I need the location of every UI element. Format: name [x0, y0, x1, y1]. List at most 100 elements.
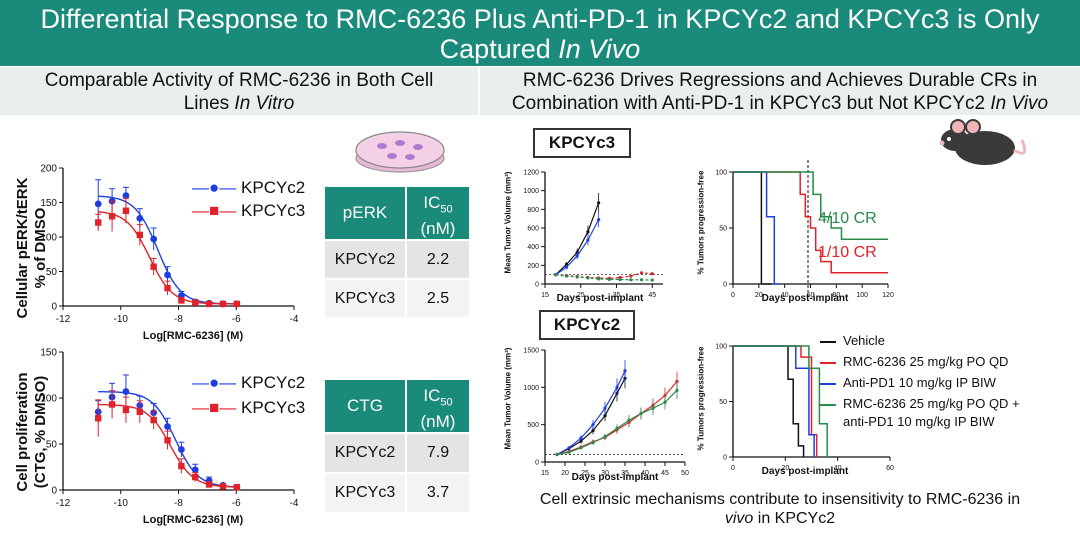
ctg-row-2-label: KPCYc3: [325, 474, 405, 512]
ctg-legend-kpcyc2: —●— KPCYc2: [192, 373, 305, 393]
kpcyc2-tumor-volume-series-3-point: [555, 452, 559, 457]
kpcyc3-tumor-volume-ytick-label-0: 0: [535, 281, 539, 288]
kpcyc2-pfs-xtick-label-2: 40: [834, 465, 842, 472]
kpcyc3-tv-xlabel: Days post-implant: [556, 293, 644, 304]
kpcyc3-pfs-ytick-label-1: 50: [719, 225, 727, 232]
ctg-dose-response-xtick-label-2: -8: [174, 498, 183, 509]
ctg-dose-response-kpcyc3-point: [192, 473, 199, 481]
kpcyc2-tumor-volume-series-3-point: [579, 446, 583, 450]
kpcyc3-tumor-volume-series-1-point: [629, 274, 633, 278]
footer-line-2-plain: in KPCYc2: [753, 510, 836, 527]
legend-rmc: RMC-6236 25 mg/kg PO QD: [820, 353, 1008, 371]
left-section-line-2-italic: In Vitro: [234, 93, 295, 114]
perk-table-header-ic50: IC50 (nM): [407, 187, 469, 239]
right-section-line-2-plain: Combination with Anti-PD-1 in KPCYc3 but…: [511, 93, 991, 114]
kpcyc3-tumor-volume-series-0-point: [575, 250, 579, 254]
kpcyc2-tumor-volume-series-0-point: [591, 429, 595, 433]
perk-legend-kpcyc3-marker: —■—: [192, 201, 237, 220]
ctg-ic50-table: CTG IC50 (nM) KPCYc2 7.9 KPCYc3 3.7: [325, 380, 469, 516]
kpcyc2-tumor-volume-xtick-label-5: 40: [641, 470, 649, 477]
kpcyc2-pfs-series-2-step: [733, 345, 815, 457]
perk-xlabel: Log[RMC-6236] (M): [142, 330, 244, 342]
ctg-dose-response-ytick-label-2: 100: [40, 394, 57, 405]
ctg-dose-response-kpcyc3-point: [233, 484, 241, 491]
kpcyc2-pfs-xlabel: Days post-implant: [761, 466, 849, 477]
petri-dish-icon: [355, 131, 445, 173]
legend-vehicle: Vehicle: [820, 332, 885, 350]
legend-rmc-swatch: [820, 361, 836, 364]
ctg-dose-response-kpcyc2-point: [164, 423, 171, 430]
kpcyc2-tumor-volume-series-3-point: [615, 426, 619, 430]
header-banner: Differential Response to RMC-6236 Plus A…: [0, 0, 1080, 66]
perk-ic50-table: pERK IC50 (nM) KPCYc2 2.2 KPCYc3 2.5: [325, 187, 469, 319]
kpcyc2-tumor-volume-series-2-line: [556, 370, 626, 456]
ctg-row-1-label: KPCYc2: [325, 434, 405, 472]
ctg-dose-response-kpcyc2-point: [177, 446, 185, 453]
ctg-dose-response-kpcyc3-point: [219, 483, 227, 490]
perk-dose-response-kpcyc3-point: [233, 300, 241, 308]
perk-dose-response-kpcyc3-point: [192, 299, 199, 306]
perk-dose-response-kpcyc2-point: [150, 235, 158, 243]
perk-dose-response-kpcyc2-point: [122, 192, 130, 200]
kpcyc3-tumor-volume-series-3-point: [597, 277, 601, 281]
perk-dose-response-kpcyc3-point: [164, 284, 171, 292]
kpcyc3-pfs-xlabel: Days post-implant: [761, 293, 849, 304]
kpcyc2-tumor-volume-series-3-point: [651, 406, 655, 410]
title-line-2-italic: In Vivo: [558, 34, 641, 64]
legend-combo: RMC-6236 25 mg/kg PO QD +: [820, 395, 1020, 413]
perk-ylabel-line-1: Cellular pERK/tERK: [14, 177, 31, 319]
perk-row-2-value: 2.5: [407, 280, 469, 317]
perk-row-2-label: KPCYc3: [325, 280, 405, 317]
kpcyc3-tumor-volume-series-1-point: [650, 272, 654, 276]
legend-vehicle-swatch: [820, 340, 836, 343]
kpcyc2-pfs-series-0-step: [733, 345, 805, 457]
perk-table-header-ic-sub: 50: [440, 203, 453, 216]
legend-vehicle-label: Vehicle: [843, 333, 885, 348]
perk-legend-kpcyc3: —■— KPCYc3: [192, 201, 305, 221]
kpcyc3-tumor-volume-series-3-point: [618, 277, 622, 282]
perk-dose-response-ytick-label-0: 0: [51, 302, 57, 313]
perk-ylabel: Cellular pERK/tERK % of DMSO: [14, 158, 54, 338]
perk-legend-kpcyc2-marker: —●—: [192, 178, 237, 197]
kpcyc3-tumor-volume-xtick-label-0: 15: [541, 292, 549, 299]
cr-label-combo: 4/10 CR: [818, 210, 877, 227]
legend-antipd1-label: Anti-PD1 10 mg/kg IP BIW: [843, 375, 996, 390]
kpcyc3-tumor-volume-ytick-label-4: 800: [527, 207, 539, 214]
perk-dose-response-ytick-label-4: 200: [40, 164, 57, 175]
kpcyc2-pfs-xtick-label-1: 20: [781, 465, 789, 472]
kpcyc2-tv-xlabel: Days post-implant: [571, 472, 659, 483]
kpcyc3-panel-label: KPCYc3: [533, 128, 631, 158]
ctg-dose-response-xtick-label-1: -10: [114, 498, 129, 509]
kpcyc3-tumor-volume-ytick-label-1: 200: [527, 263, 539, 270]
kpcyc2-tumor-volume-series-0-point: [603, 414, 607, 418]
kpcyc2-pfs-xtick-label-3: 60: [886, 465, 894, 472]
perk-dose-response-kpcyc3-point: [108, 213, 116, 220]
cr-label-rmc: 1/10 CR: [818, 244, 877, 261]
kpcyc3-tumor-volume-xtick-label-2: 35: [613, 292, 621, 299]
perk-dose-response-kpcyc3-point: [219, 300, 227, 308]
kpcyc2-pfs-ytick-label-2: 100: [715, 343, 727, 350]
kpcyc3-pfs-ytick-label-0: 0: [723, 281, 727, 288]
kpcyc3-tumor-volume-series-3-point: [607, 277, 611, 281]
perk-dose-response-kpcyc2-point: [164, 271, 171, 279]
perk-legend-kpcyc2-label: KPCYc2: [241, 178, 306, 197]
kpcyc3-tumor-volume-series-3-point: [639, 278, 644, 282]
legend-combo-line-2: anti-PD1 10 mg/kg IP BIW: [843, 414, 995, 429]
kpcyc2-pfs-ylabel: % Tumors progression-free: [696, 346, 706, 451]
perk-dose-response-kpcyc3-point: [95, 219, 102, 226]
kpcyc3-pfs-series-1-step: [733, 171, 888, 274]
ctg-xlabel: Log[RMC-6236] (M): [142, 514, 244, 526]
ctg-legend-kpcyc3-label: KPCYc3: [241, 398, 306, 417]
mouse-icon: [939, 119, 1027, 165]
kpcyc2-tumor-volume-ytick-label-1: 500: [527, 422, 539, 429]
perk-dose-response-kpcyc2-point: [136, 214, 144, 222]
ctg-dose-response-ytick-label-3: 150: [40, 348, 57, 359]
kpcyc2-tumor-volume-series-2-point: [591, 423, 595, 427]
perk-dose-response-xtick-label-2: -8: [174, 314, 183, 325]
kpcyc3-pfs-ylabel: % Tumors progression-free: [696, 170, 706, 275]
kpcyc2-tumor-volume-xtick-label-3: 30: [601, 470, 609, 477]
ctg-dose-response-kpcyc3-point: [108, 401, 116, 408]
kpcyc3-tumor-volume-series-2-point: [597, 218, 601, 222]
kpcyc2-tumor-volume-series-2-point: [615, 385, 619, 389]
